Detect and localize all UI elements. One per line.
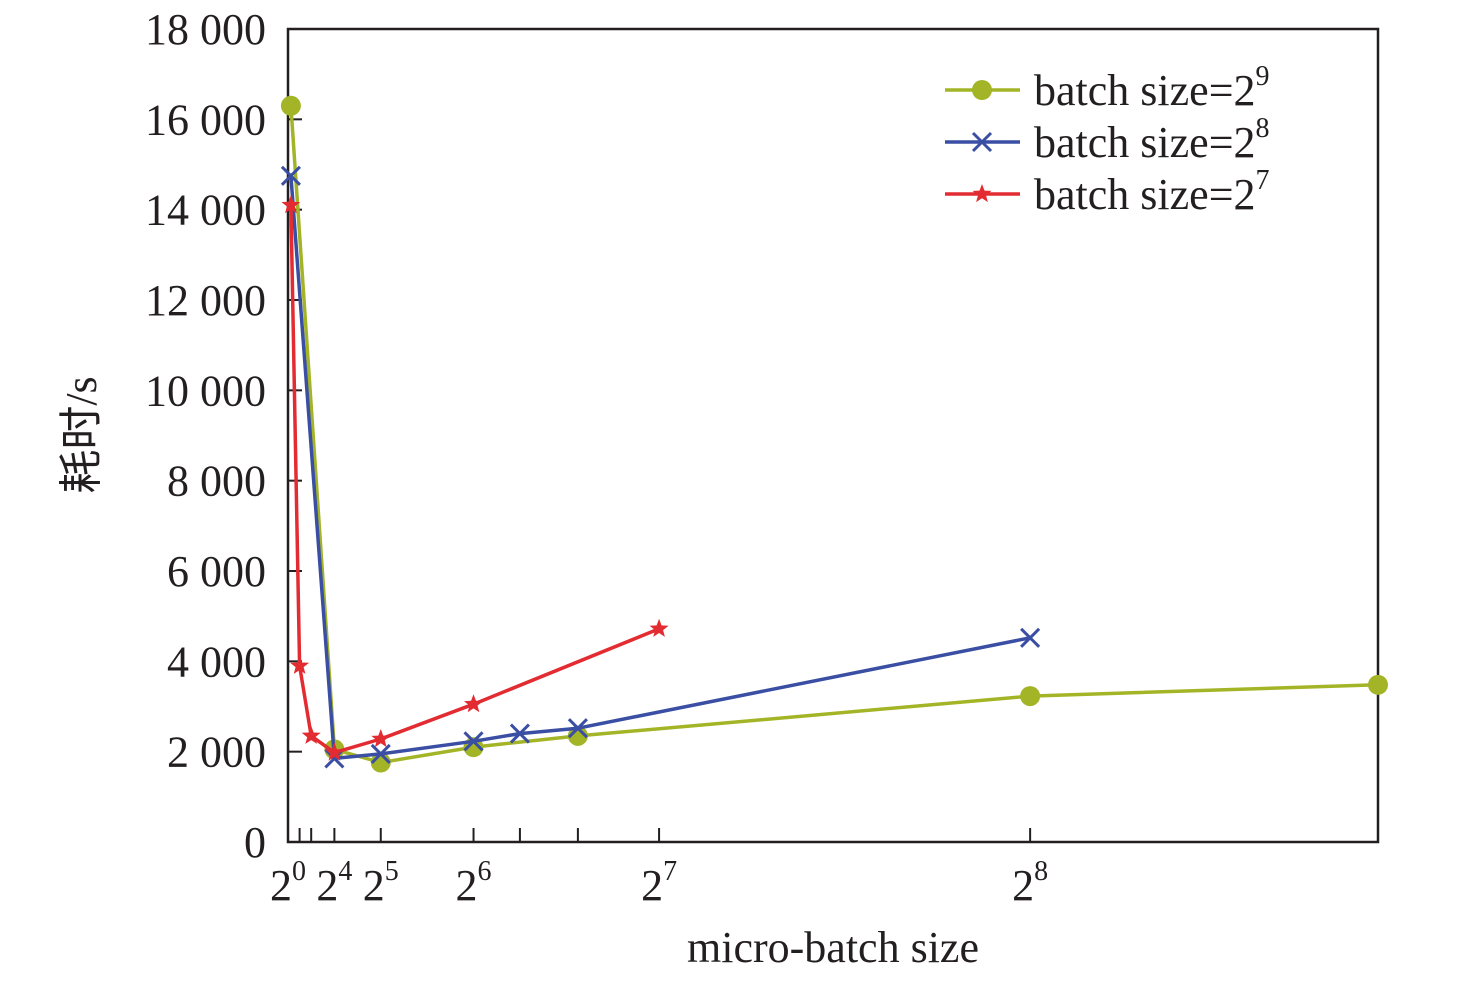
- star-marker: [281, 195, 301, 214]
- x-marker-stroke: [567, 718, 588, 739]
- legend-label-exp: 9: [1256, 61, 1270, 92]
- legend-item: batch size=28: [945, 113, 1270, 167]
- y-tick-label: 2 000: [167, 728, 266, 777]
- legend-item: batch size=27: [945, 165, 1270, 219]
- x-tick-label-base: 2: [363, 861, 385, 910]
- circle-marker: [567, 725, 588, 746]
- x-tick-label-base: 2: [1012, 861, 1034, 910]
- x-marker: [1020, 627, 1041, 648]
- x-marker-stroke: [370, 743, 391, 764]
- series-8: [280, 165, 1041, 769]
- legend-label-text: batch size=2: [1034, 170, 1256, 219]
- x-tick-label-exp: 5: [385, 856, 399, 887]
- star-marker: [972, 184, 992, 203]
- y-tick-label: 8 000: [167, 457, 266, 506]
- y-tick-label: 4 000: [167, 637, 266, 686]
- y-tick-label: 14 000: [145, 186, 266, 235]
- x-tick-label-exp: 6: [478, 856, 492, 887]
- x-tick-label-exp: 4: [338, 856, 352, 887]
- x-marker: [370, 743, 391, 764]
- y-tick-label: 18 000: [145, 5, 266, 54]
- star-marker: [464, 694, 483, 713]
- legend-label-text: batch size=2: [1034, 118, 1256, 167]
- x-tick-label: 20: [270, 856, 306, 910]
- x-axis-title: micro-batch size: [687, 923, 979, 972]
- x-axis: 20 24 25 26 27 28: [270, 828, 1048, 910]
- x-marker: [509, 723, 530, 744]
- y-tick-label: 10 000: [145, 366, 266, 415]
- series-7: [281, 195, 669, 761]
- legend-label: batch size=27: [1034, 165, 1270, 219]
- star-marker: [301, 725, 321, 744]
- legend-label-exp: 8: [1256, 113, 1270, 144]
- y-axis: 0 2 000 4 000 6 000 8 000 10 000 12 000 14 000 1…: [145, 5, 302, 867]
- x-tick-label: 26: [456, 856, 492, 910]
- series-line: [289, 205, 660, 755]
- x-tick-label-base: 2: [270, 861, 292, 910]
- circle-marker: [972, 80, 992, 100]
- circle-marker: [1368, 674, 1388, 695]
- y-tick-label: 6 000: [167, 547, 266, 596]
- x-marker-stroke: [509, 723, 530, 744]
- series-layer: [280, 95, 1388, 773]
- x-marker: [971, 131, 993, 153]
- y-tick-label: 0: [244, 818, 266, 867]
- x-tick-label-base: 2: [316, 861, 338, 910]
- x-tick-label-exp: 8: [1034, 856, 1048, 887]
- y-tick-label: 16 000: [145, 95, 266, 144]
- x-tick-label: 25: [363, 856, 399, 910]
- y-tick-label: 12 000: [145, 276, 266, 325]
- star-marker: [290, 655, 310, 674]
- legend-label: batch size=29: [1034, 61, 1270, 115]
- circle-marker: [280, 95, 301, 116]
- circle-marker: [1020, 686, 1041, 707]
- legend-label-text: batch size=2: [1034, 66, 1256, 115]
- x-marker: [463, 731, 484, 752]
- y-axis-title: 耗时/s: [57, 376, 106, 493]
- x-marker-stroke: [1020, 627, 1041, 648]
- x-marker-stroke: [463, 731, 484, 752]
- x-tick-label-base: 2: [641, 861, 663, 910]
- x-tick-label-base: 2: [456, 861, 478, 910]
- legend-item: batch size=29: [945, 61, 1270, 115]
- x-marker-stroke: [280, 165, 301, 186]
- x-tick-label: 24: [316, 856, 352, 910]
- x-marker: [567, 718, 588, 739]
- x-tick-label: 28: [1012, 856, 1048, 910]
- star-marker: [649, 618, 669, 637]
- star-marker: [371, 729, 391, 748]
- legend-label-exp: 7: [1256, 165, 1270, 196]
- x-marker-stroke: [971, 131, 993, 153]
- x-tick-label-exp: 7: [663, 856, 677, 887]
- x-tick-label: 27: [641, 856, 677, 910]
- series-line: [289, 175, 1031, 761]
- legend-label: batch size=28: [1034, 113, 1270, 167]
- x-marker: [280, 165, 301, 186]
- x-tick-label-exp: 0: [292, 856, 306, 887]
- plot-area: [286, 27, 1380, 844]
- star-marker: [324, 742, 344, 761]
